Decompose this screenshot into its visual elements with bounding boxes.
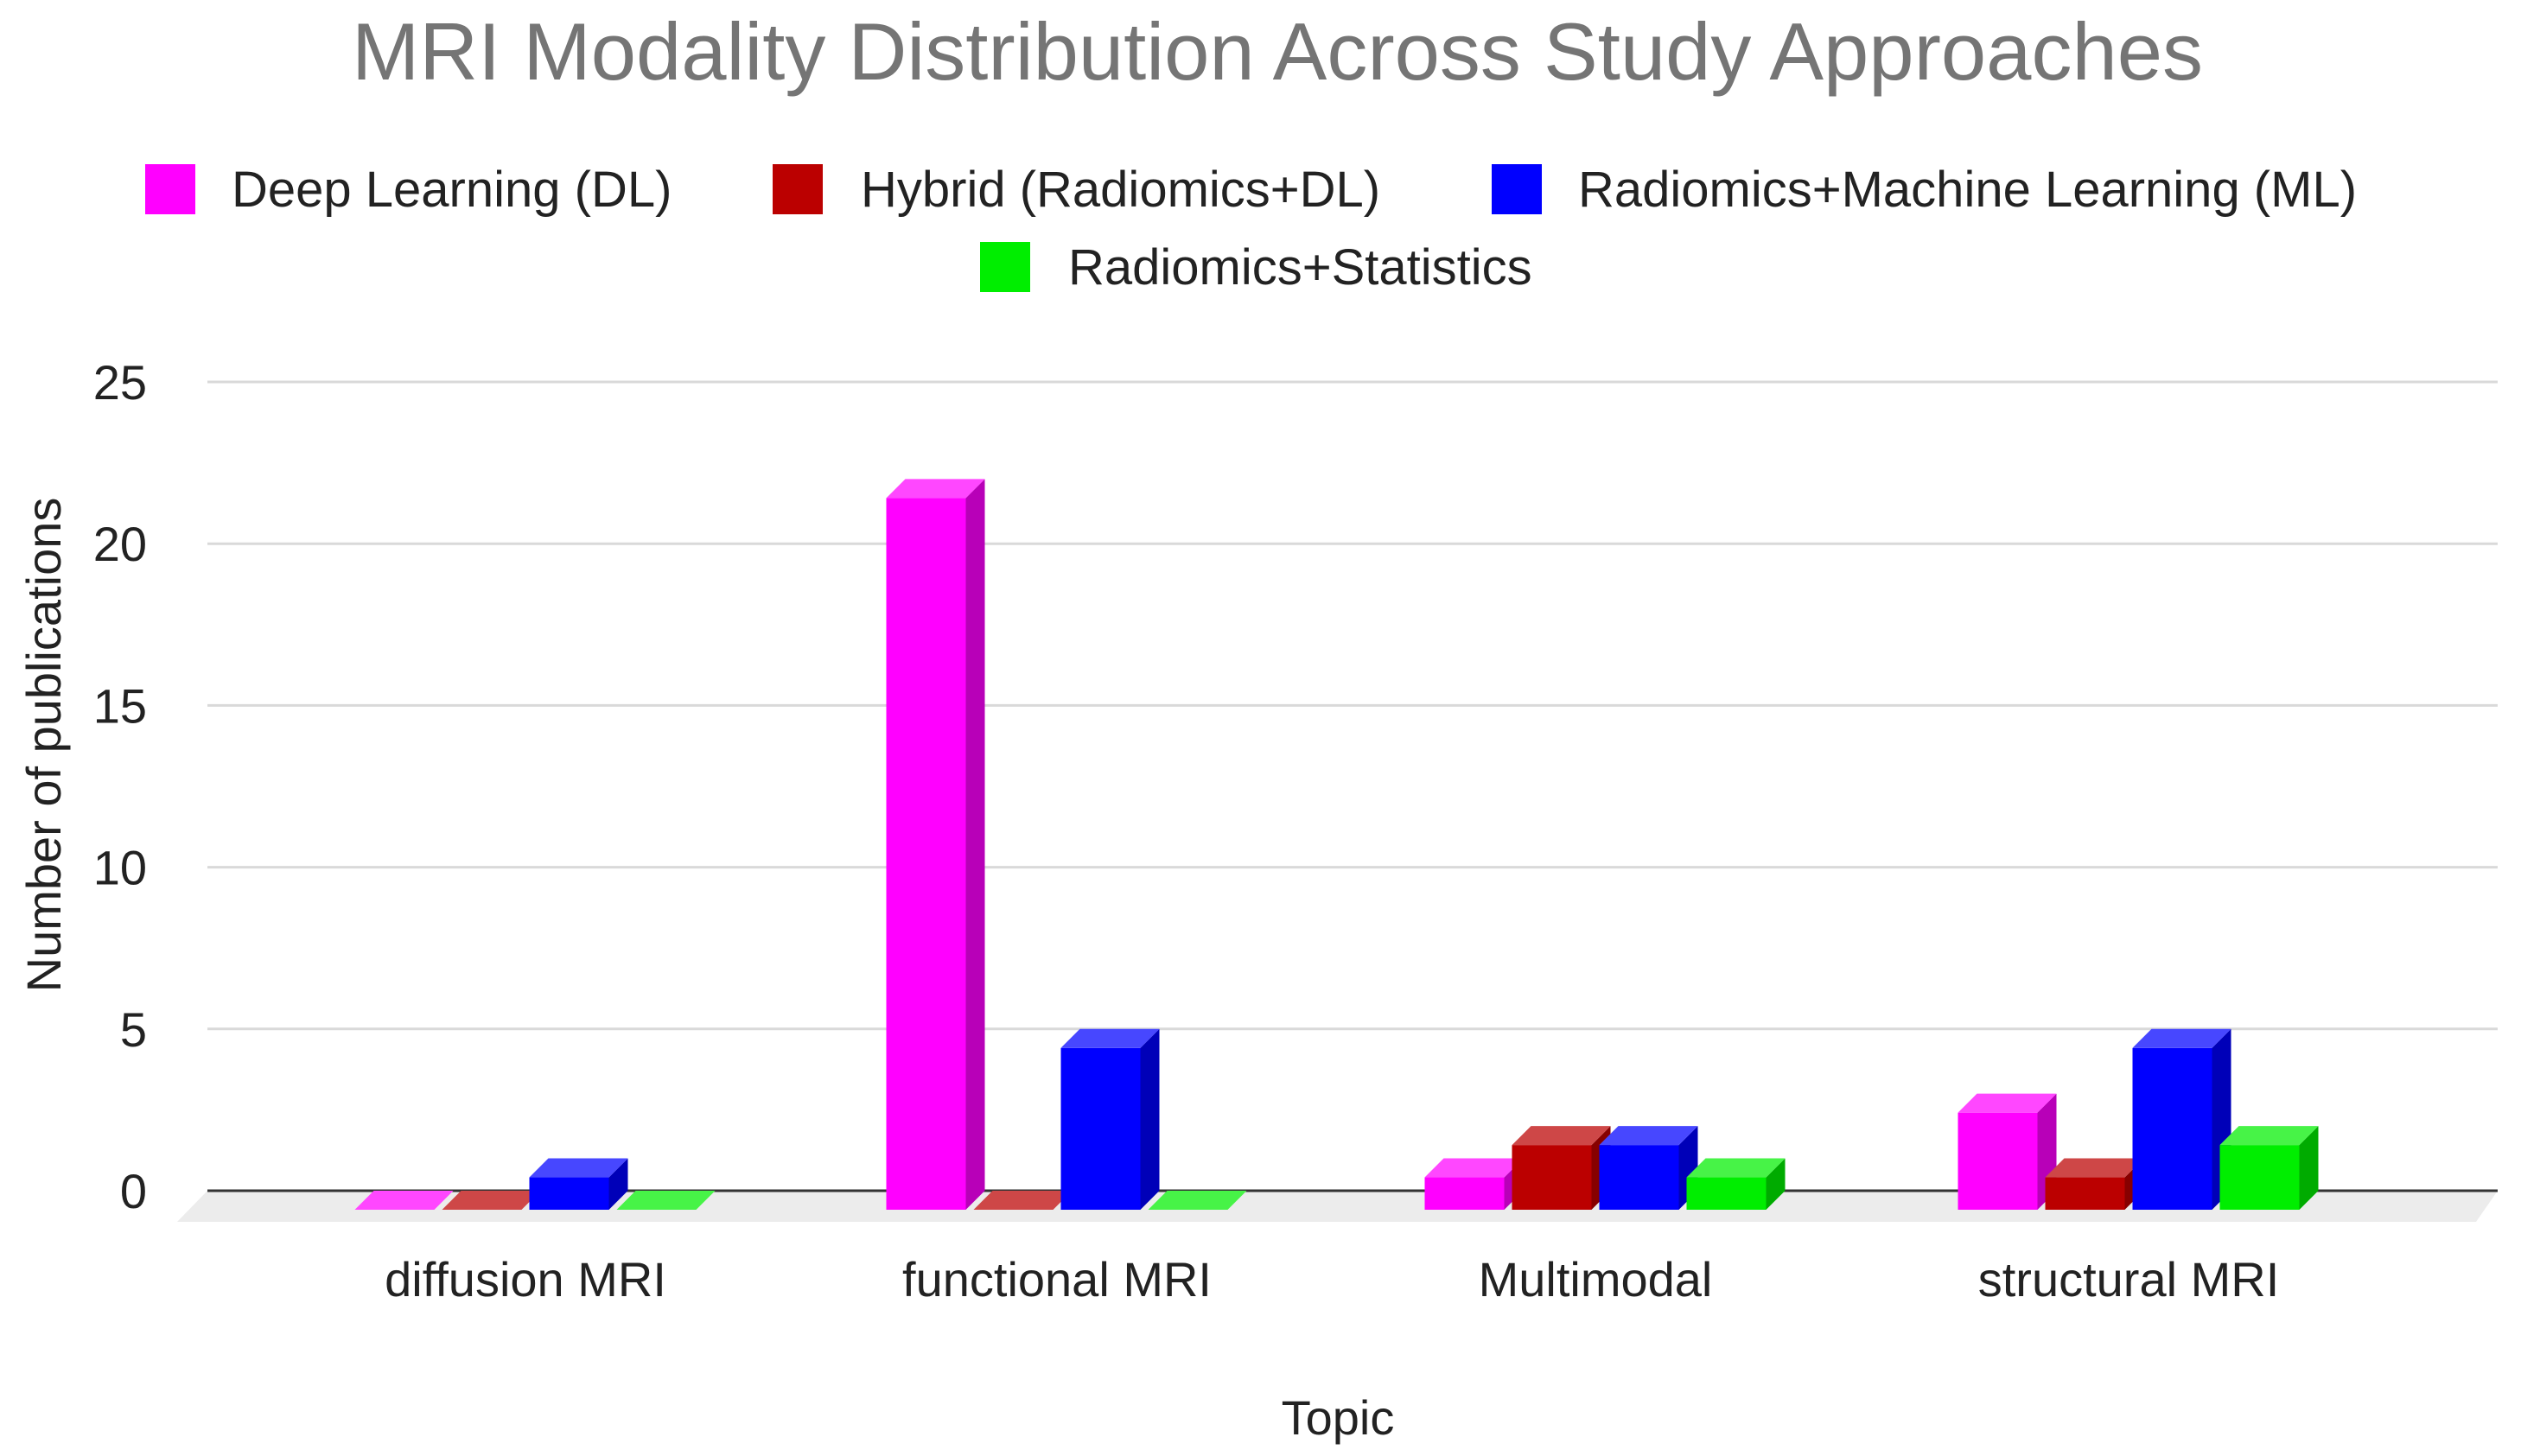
bar-top [2132,1028,2231,1048]
bar [2132,1028,2231,1210]
bar-front [2132,1047,2212,1210]
bar [886,479,985,1210]
bar [2045,1158,2144,1210]
y-tick-label: 15 [93,678,147,733]
bar-top [1599,1126,1698,1146]
bar-top [1958,1093,2057,1113]
bar [1060,1028,1160,1210]
y-tick-label: 25 [93,355,147,410]
legend-swatch [145,164,195,214]
bar [1686,1158,1786,1210]
bar-top [1686,1158,1786,1178]
bar-side [1140,1028,1160,1210]
x-axis-ticks: diffusion MRI functional MRI Multimodal str… [385,1252,2279,1307]
bar-top [1424,1158,1524,1178]
legend-swatch [980,242,1030,292]
bar-front [1686,1177,1767,1210]
bar-top [2219,1126,2319,1146]
bar [1958,1093,2057,1210]
bar-front [529,1177,609,1210]
bar-front [1512,1145,1592,1210]
bar-top [1148,1191,1247,1210]
bar-front [2045,1177,2125,1210]
y-axis-title: Number of publications [16,498,71,993]
x-tick-label: diffusion MRI [385,1252,666,1307]
plot-area: 0 5 10 15 20 25 diffusion MRI functional MRI Mu… [93,355,2498,1307]
bar-front [1599,1145,1679,1210]
bar-front [1424,1177,1505,1210]
legend-label: Hybrid (Radiomics+DL) [861,162,1380,218]
legend-label: Radiomics+Machine Learning (ML) [1578,162,2357,218]
bar [1512,1126,1611,1210]
bar-front [2219,1145,2300,1210]
chart-title: MRI Modality Distribution Across Study A… [352,6,2203,97]
bar-top [1060,1028,1160,1048]
bar-top [2045,1158,2144,1178]
bar-top [886,479,985,499]
bar-top [1512,1126,1611,1146]
x-tick-label: Multimodal [1479,1252,1713,1307]
x-tick-label: structural MRI [1978,1252,2280,1307]
bar-front [1060,1047,1141,1210]
y-tick-label: 0 [120,1164,147,1218]
y-tick-label: 5 [120,1002,147,1057]
legend-label: Deep Learning (DL) [232,162,672,218]
bar-top [616,1191,716,1210]
y-axis-ticks: 0 5 10 15 20 25 [93,355,147,1218]
bar [616,1191,716,1210]
bar-front [886,498,966,1210]
bar [1424,1158,1524,1210]
bar-top [529,1158,628,1178]
bar [973,1191,1073,1210]
legend: Deep Learning (DL) Hybrid (Radiomics+DL) R… [145,162,2357,296]
bar-side [2299,1126,2319,1210]
plot-floor [177,1191,2498,1222]
y-tick-label: 20 [93,517,147,571]
bar-side [1766,1158,1786,1210]
y-tick-label: 10 [93,841,147,895]
bars [354,479,2319,1210]
bar-top [354,1191,454,1210]
x-axis-title: Topic [1282,1390,1395,1445]
x-tick-label: functional MRI [902,1252,1212,1307]
bar-front [1958,1112,2038,1210]
bar-side [608,1158,628,1210]
bar [1599,1126,1698,1210]
bar [442,1191,541,1210]
bar-top [973,1191,1073,1210]
bar [354,1191,454,1210]
bar-top [442,1191,541,1210]
bar [2219,1126,2319,1210]
bar [1148,1191,1247,1210]
bar [529,1158,628,1210]
legend-label: Radiomics+Statistics [1068,239,1532,296]
legend-swatch [773,164,823,214]
legend-swatch [1492,164,1542,214]
bar-side [965,479,985,1210]
